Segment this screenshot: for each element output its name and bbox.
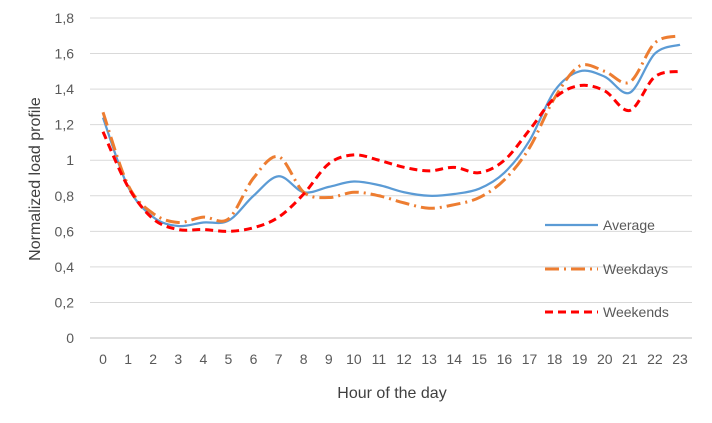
y-tick-label: 1,6 [55,46,75,62]
x-tick-label: 14 [446,351,462,367]
x-tick-label: 11 [372,351,387,367]
y-tick-label: 0 [66,330,74,346]
x-tick-label: 0 [99,351,107,367]
x-tick-label: 9 [325,351,333,367]
x-tick-label: 10 [346,351,362,367]
x-tick-label: 13 [421,351,437,367]
x-tick-label: 1 [124,351,132,367]
series-line-weekdays [101,34,681,224]
y-tick-labels: 0 0,2 0,4 0,6 0,8 1 1,2 1,4 1,6 1,8 [55,10,75,346]
x-tick-label: 12 [396,351,412,367]
x-axis-title: Hour of the day [337,385,446,402]
x-tick-label: 7 [275,351,283,367]
legend-label-weekends: Weekends [603,304,669,320]
x-tick-label: 22 [647,351,663,367]
x-tick-label: 16 [497,351,513,367]
y-tick-label: 0,2 [55,294,75,310]
series-line-average [101,43,681,228]
x-tick-label: 6 [250,351,258,367]
x-tick-label: 17 [522,351,538,367]
y-tick-label: 1,8 [55,10,75,26]
y-tick-label: 1,2 [55,117,75,133]
x-tick-label: 3 [174,351,182,367]
x-tick-label: 23 [672,351,688,367]
legend: Average Weekdays Weekends [545,217,669,320]
y-axis-title: Normalized load profile [27,97,44,261]
x-tick-label: 21 [622,351,638,367]
x-tick-label: 20 [597,351,613,367]
x-tick-label: 19 [572,351,588,367]
y-tick-label: 0,8 [55,188,75,204]
x-tick-label: 18 [547,351,563,367]
series-line-weekends [101,69,681,233]
x-tick-labels: 0 1 2 3 4 5 6 7 8 9 10 11 12 13 14 15 16 17 18 19 20 21 22 23 [99,351,688,367]
x-tick-label: 5 [225,351,233,367]
y-tick-label: 1 [66,152,74,168]
x-tick-label: 2 [149,351,157,367]
legend-label-weekdays: Weekdays [603,261,668,277]
y-tick-label: 0,6 [55,223,75,239]
x-tick-label: 4 [199,351,207,367]
legend-label-average: Average [603,217,655,233]
x-tick-label: 15 [472,351,488,367]
gridlines [90,17,692,339]
y-tick-label: 0,4 [55,259,75,275]
x-tick-label: 8 [300,351,308,367]
series-lines [101,34,681,233]
y-tick-label: 1,4 [55,81,75,97]
